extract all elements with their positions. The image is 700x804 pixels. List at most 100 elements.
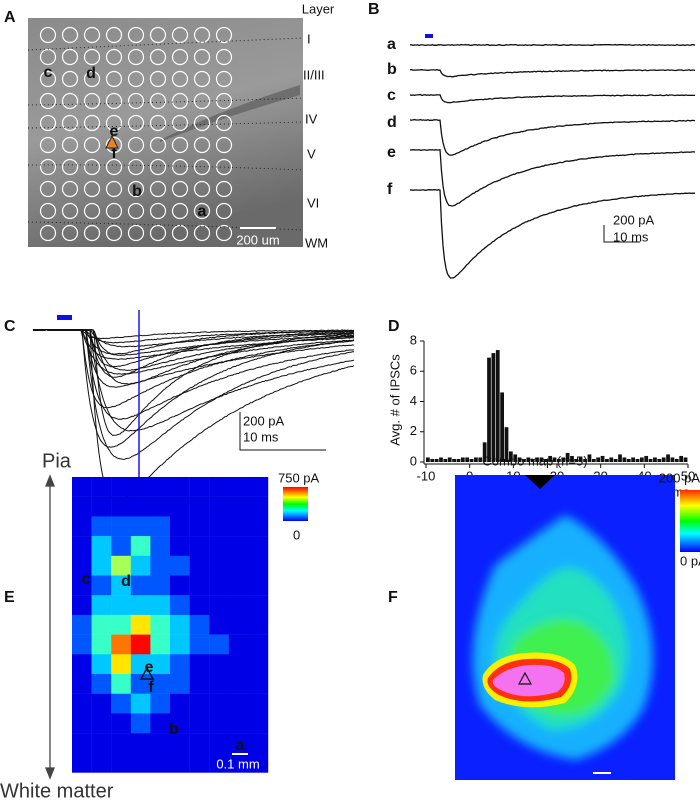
- stim-site: [61, 224, 79, 242]
- stim-site: [171, 180, 189, 198]
- panel-label: C: [4, 318, 16, 335]
- bar: [543, 458, 548, 462]
- y-tick-label: 0: [410, 453, 417, 468]
- heat-cell: [111, 654, 131, 675]
- heat-cell: [209, 595, 229, 616]
- heat-cell: [209, 733, 229, 753]
- stim-site: [61, 114, 79, 132]
- site-label: d: [121, 573, 131, 590]
- heat-cell: [170, 536, 190, 556]
- heat-cell: [228, 693, 249, 714]
- bar: [426, 457, 430, 462]
- heat-cell: [228, 575, 249, 596]
- heat-cell: [130, 496, 151, 517]
- bar: [631, 457, 635, 462]
- heat-cell: [91, 713, 112, 734]
- bar: [639, 457, 644, 462]
- stim-site: [83, 158, 101, 176]
- heat-cell: [248, 477, 269, 497]
- stim-site: [127, 70, 145, 88]
- site-label: d: [86, 65, 96, 82]
- bar: [679, 455, 684, 462]
- stim-site: [39, 114, 57, 132]
- bar: [469, 458, 474, 462]
- stim-site: [171, 202, 189, 220]
- bar: [482, 442, 487, 462]
- trace-label: d: [387, 114, 397, 131]
- heat-cell: [189, 536, 210, 556]
- heat-cell: [150, 575, 171, 596]
- heat-cell: [209, 674, 229, 694]
- heat-cell: [228, 752, 249, 773]
- stim-site: [83, 48, 101, 66]
- heat-cell: [150, 536, 171, 556]
- stim-site: [105, 224, 123, 242]
- stim-site: [149, 92, 167, 110]
- trace: [409, 68, 696, 78]
- trace: [409, 43, 696, 47]
- stim-site: [127, 92, 145, 110]
- heat-cell: [189, 674, 210, 694]
- combo-map: [455, 475, 675, 780]
- heat-cell: [91, 516, 112, 537]
- site-label: a: [198, 203, 207, 220]
- bar: [539, 457, 544, 462]
- heat-cell: [111, 536, 131, 556]
- stim-site: [193, 114, 211, 132]
- heat-cell: [189, 477, 210, 497]
- scale-label: 200 pA: [613, 212, 655, 227]
- bar: [474, 457, 478, 462]
- stim-site: [83, 70, 101, 88]
- stim-site: [83, 26, 101, 44]
- stim-site: [171, 158, 189, 176]
- stim-site: [215, 136, 233, 154]
- heat-cell: [209, 634, 229, 655]
- trace-label: f: [387, 181, 393, 198]
- trace: [32, 329, 355, 448]
- heat-cell: [111, 752, 131, 773]
- bar: [500, 392, 504, 462]
- pipette: [160, 85, 300, 142]
- stim-site: [83, 180, 101, 198]
- x-tick-label: -10: [417, 468, 436, 483]
- stim-site: [193, 158, 211, 176]
- layer-label: I: [307, 31, 311, 46]
- heat-cell: [72, 654, 92, 675]
- bar: [587, 454, 592, 462]
- heat-cell: [170, 713, 190, 734]
- heat-cell: [189, 555, 210, 576]
- traces: [409, 43, 696, 279]
- y-tick-label: 2: [410, 423, 417, 438]
- stim-site: [149, 26, 167, 44]
- heat-cell: [248, 496, 269, 517]
- stim-site: [127, 114, 145, 132]
- bar: [596, 457, 601, 462]
- bar: [495, 350, 500, 462]
- heat-cell: [248, 595, 269, 616]
- bar: [439, 457, 443, 462]
- heat-cell: [150, 477, 171, 497]
- heat-cell: [72, 555, 92, 576]
- stim-site: [149, 48, 167, 66]
- layer-label: II/III: [303, 67, 325, 82]
- heat-cell: [91, 752, 112, 773]
- heat-cell: [111, 713, 131, 734]
- layer-title: Layer: [302, 1, 335, 16]
- heat-cell: [72, 516, 92, 537]
- stim-site: [61, 48, 79, 66]
- heat-cell: [72, 496, 92, 517]
- heat-cell: [72, 477, 92, 497]
- stim-site: [215, 180, 233, 198]
- colorbar-max: 200 pA: [659, 470, 700, 485]
- cell-marker: [139, 666, 155, 680]
- heat-cell: [130, 733, 151, 753]
- heat-cell: [170, 595, 190, 616]
- axis-bottom-label: White matter: [0, 780, 114, 802]
- colorbar: [680, 490, 700, 552]
- heat-cell: [91, 595, 112, 616]
- heat-cell: [248, 713, 269, 734]
- heat-cell: [170, 752, 190, 773]
- bar: [456, 458, 461, 462]
- heat-cell: [170, 733, 190, 753]
- stim-grid: [39, 26, 233, 242]
